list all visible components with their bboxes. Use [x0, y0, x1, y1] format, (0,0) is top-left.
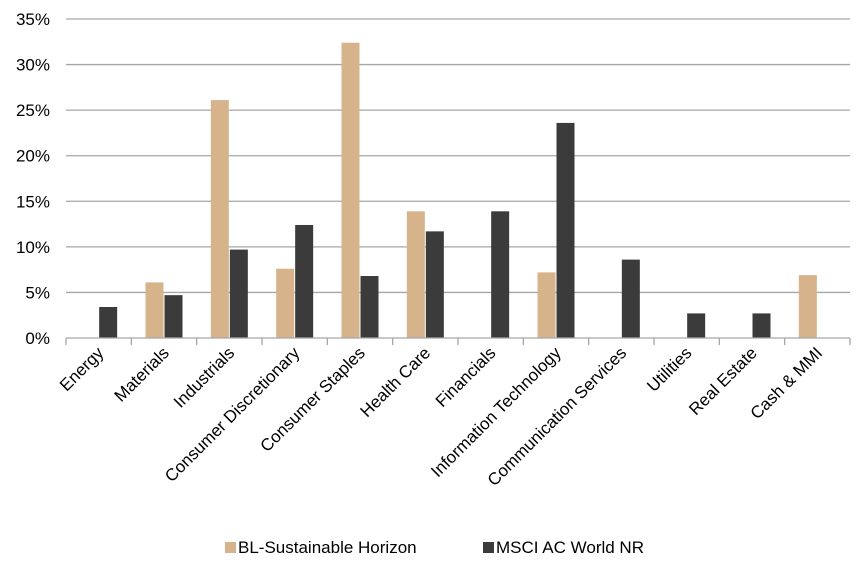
category-label: Industrials — [170, 343, 238, 411]
bar-msci-ac-world-nr — [621, 259, 640, 338]
y-tick-label: 5% — [25, 283, 50, 302]
bar-msci-ac-world-nr — [229, 249, 248, 338]
gridlines — [66, 18, 850, 294]
bar-bl-sustainable-horizon — [276, 268, 295, 338]
y-tick-label: 15% — [16, 192, 50, 211]
category-label: Materials — [111, 343, 173, 405]
bar-bl-sustainable-horizon — [341, 42, 360, 338]
legend-label: MSCI AC World NR — [496, 538, 644, 557]
y-tick-label: 35% — [16, 10, 50, 29]
y-tick-label: 20% — [16, 147, 50, 166]
category-label: Financials — [432, 343, 500, 411]
bar-msci-ac-world-nr — [360, 276, 379, 338]
y-tick-label: 10% — [16, 238, 50, 257]
category-label: Health Care — [357, 343, 435, 421]
bar-bl-sustainable-horizon — [145, 282, 164, 338]
y-tick-label: 30% — [16, 56, 50, 75]
bar-msci-ac-world-nr — [164, 295, 183, 338]
legend: BL-Sustainable Horizon MSCI AC World NR — [225, 538, 644, 557]
bar-bl-sustainable-horizon — [406, 211, 425, 338]
y-tick-label: 25% — [16, 101, 50, 120]
category-label: Energy — [56, 343, 108, 395]
category-label: Information Technology — [427, 343, 565, 481]
category-label: Communication Services — [484, 343, 630, 489]
bar-msci-ac-world-nr — [425, 231, 444, 338]
category-label: Utilities — [643, 343, 695, 395]
category-label: Consumer Discretionary — [161, 343, 304, 486]
x-axis — [65, 337, 851, 345]
bar-msci-ac-world-nr — [491, 211, 510, 338]
legend-swatch — [225, 542, 236, 553]
bar-msci-ac-world-nr — [556, 122, 575, 338]
bars — [99, 42, 817, 338]
legend-label: BL-Sustainable Horizon — [238, 538, 417, 557]
y-tick-label: 0% — [25, 329, 50, 348]
y-axis-ticks: 0% 5% 10% 15% 20% 25% 30% 35% — [16, 10, 50, 348]
bar-msci-ac-world-nr — [99, 307, 118, 338]
bar-msci-ac-world-nr — [752, 313, 771, 338]
bar-bl-sustainable-horizon — [798, 275, 817, 338]
bar-bl-sustainable-horizon — [537, 272, 556, 338]
bar-msci-ac-world-nr — [687, 313, 706, 338]
bar-bl-sustainable-horizon — [210, 100, 229, 338]
legend-swatch — [483, 542, 494, 553]
bar-msci-ac-world-nr — [295, 224, 314, 338]
